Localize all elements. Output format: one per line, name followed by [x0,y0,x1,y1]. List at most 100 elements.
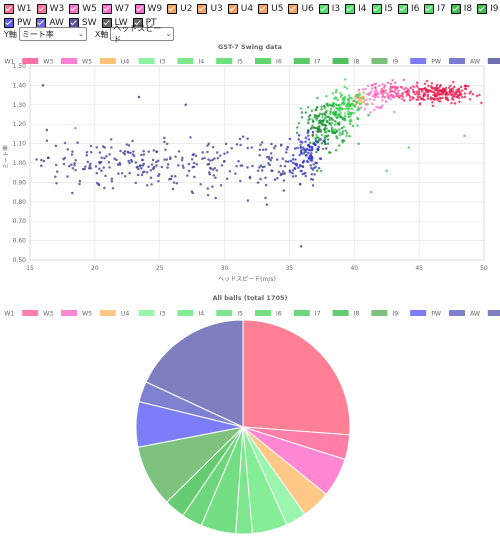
scatter-point-sw [120,171,124,175]
filter-i5[interactable]: I5 [371,2,393,16]
checkbox-checked-icon[interactable] [69,4,80,14]
checkbox-checked-icon[interactable] [288,4,299,14]
filter-i3[interactable]: I3 [318,2,340,16]
scatter-point-pw [314,161,317,164]
filter-u3[interactable]: U3 [197,2,223,16]
checkbox-checked-icon[interactable] [101,4,112,14]
legend-label: AW [470,311,480,318]
scatter-point-w3 [384,89,387,92]
scatter-point-w1 [452,91,455,94]
checkbox-checked-icon[interactable] [397,4,408,14]
scatter-point-i9 [315,117,318,120]
scatter-point-sw [187,169,191,173]
checkbox-checked-icon[interactable] [371,4,382,14]
checkbox-checked-icon[interactable] [450,4,461,14]
pie-chart: All balls (total 1705) W1 W3 W5 U4 I3 I4 I5 I6 I7… [4,294,500,535]
scatter-point-i6 [338,121,341,124]
filter-w3[interactable]: W3 [36,2,64,16]
filter-i8[interactable]: I8 [450,2,472,16]
checkbox-checked-icon[interactable] [424,4,435,14]
checkbox-checked-icon[interactable] [477,4,488,14]
scatter-point-w1 [426,97,430,101]
checkbox-checked-icon[interactable] [134,4,145,14]
scatter-point-w1 [425,79,429,83]
checkbox-checked-icon[interactable] [227,4,238,14]
checkbox-checked-icon[interactable] [101,18,112,28]
scatter-point-i8 [313,115,317,119]
checkbox-checked-icon[interactable] [258,4,269,14]
scatter-point-i9 [312,126,316,129]
checkbox-checked-icon[interactable] [167,4,178,14]
scatter-point-sw [246,199,250,202]
scatter-point-w3 [394,92,398,95]
checkbox-checked-icon[interactable] [345,4,356,14]
scatter-point-sw [153,165,156,169]
filter-i6[interactable]: I6 [397,2,419,16]
scatter-point-sw [177,164,180,167]
scatter-point-sw [174,155,177,158]
filter-u4[interactable]: U4 [227,2,253,16]
scatter-point-w3 [400,97,403,100]
filter-pw[interactable]: PW [4,16,31,30]
scatter-point-sw [264,148,268,151]
legend-label: W5 [82,311,92,318]
x-axis-select[interactable]: ヘッドスピード ⌄ [110,24,175,44]
checkbox-checked-icon[interactable] [36,4,47,14]
scatter-point-sw [103,156,106,160]
scatter-point-i5 [342,125,346,128]
scatter-point-w1 [422,98,426,102]
filter-w5[interactable]: W5 [69,2,97,16]
scatter-point [74,126,77,130]
scatter-point-sw [246,166,249,169]
scatter-point-sw [256,169,260,173]
scatter-point-sw [100,169,103,172]
filter-i9[interactable]: I9 [477,2,499,16]
x-tick-label: 30 [221,265,229,272]
filter-w1[interactable]: W1 [4,2,32,16]
scatter-point-sw [84,165,87,168]
scatter-point-i5 [366,102,369,106]
scatter-point-sw [127,159,130,163]
checkbox-checked-icon[interactable] [4,18,14,28]
scatter-point-w3 [377,92,380,96]
scatter-point-sw [165,158,169,161]
scatter-point-w3 [383,91,386,94]
scatter-point-i5 [350,107,354,111]
scatter-point-pw [314,143,317,147]
scatter-point-sw [163,140,166,144]
scatter-point-sw [108,153,111,156]
filter-u2[interactable]: U2 [167,2,192,16]
scatter-point-i9 [316,129,319,133]
filter-u6[interactable]: U6 [288,2,314,16]
scatter-point-w5 [370,87,374,90]
y-axis-select[interactable]: ミート率 ⌄ [18,27,87,41]
checkbox-checked-icon[interactable] [197,4,208,14]
filter-u5[interactable]: U5 [258,2,283,16]
filter-w7[interactable]: W7 [101,2,130,16]
axis-selectors: Y軸 ミート率 ⌄ X軸 ヘッドスピード ⌄ [4,24,182,44]
scatter-point-sw [89,144,93,148]
scatter-point-sw [71,150,74,153]
filter-i4[interactable]: I4 [345,2,367,16]
scatter-point-w1 [446,98,449,101]
filter-i7[interactable]: I7 [424,2,446,16]
x-tick-label: 45 [415,265,423,272]
scatter-point-sw [267,157,271,161]
scatter-point-i7 [324,130,328,134]
scatter-point-sw [100,156,103,160]
checkbox-checked-icon[interactable] [318,4,329,14]
scatter-point-w1 [438,85,442,88]
filter-w9[interactable]: W9 [134,2,162,16]
scatter-point-w1 [417,90,421,94]
scatter-point-w3 [391,79,394,82]
legend-label: I7 [315,311,321,318]
legend-swatch [99,310,116,316]
scatter-point-sw [128,171,131,175]
scatter-point-sw [71,166,75,170]
filter-lw[interactable]: LW [101,16,128,30]
scatter-point-i6 [337,103,341,107]
scatter-point-sw [110,146,113,149]
scatter-point-w3 [402,78,406,82]
legend-label: I8 [354,311,360,318]
checkbox-checked-icon[interactable] [4,4,14,14]
